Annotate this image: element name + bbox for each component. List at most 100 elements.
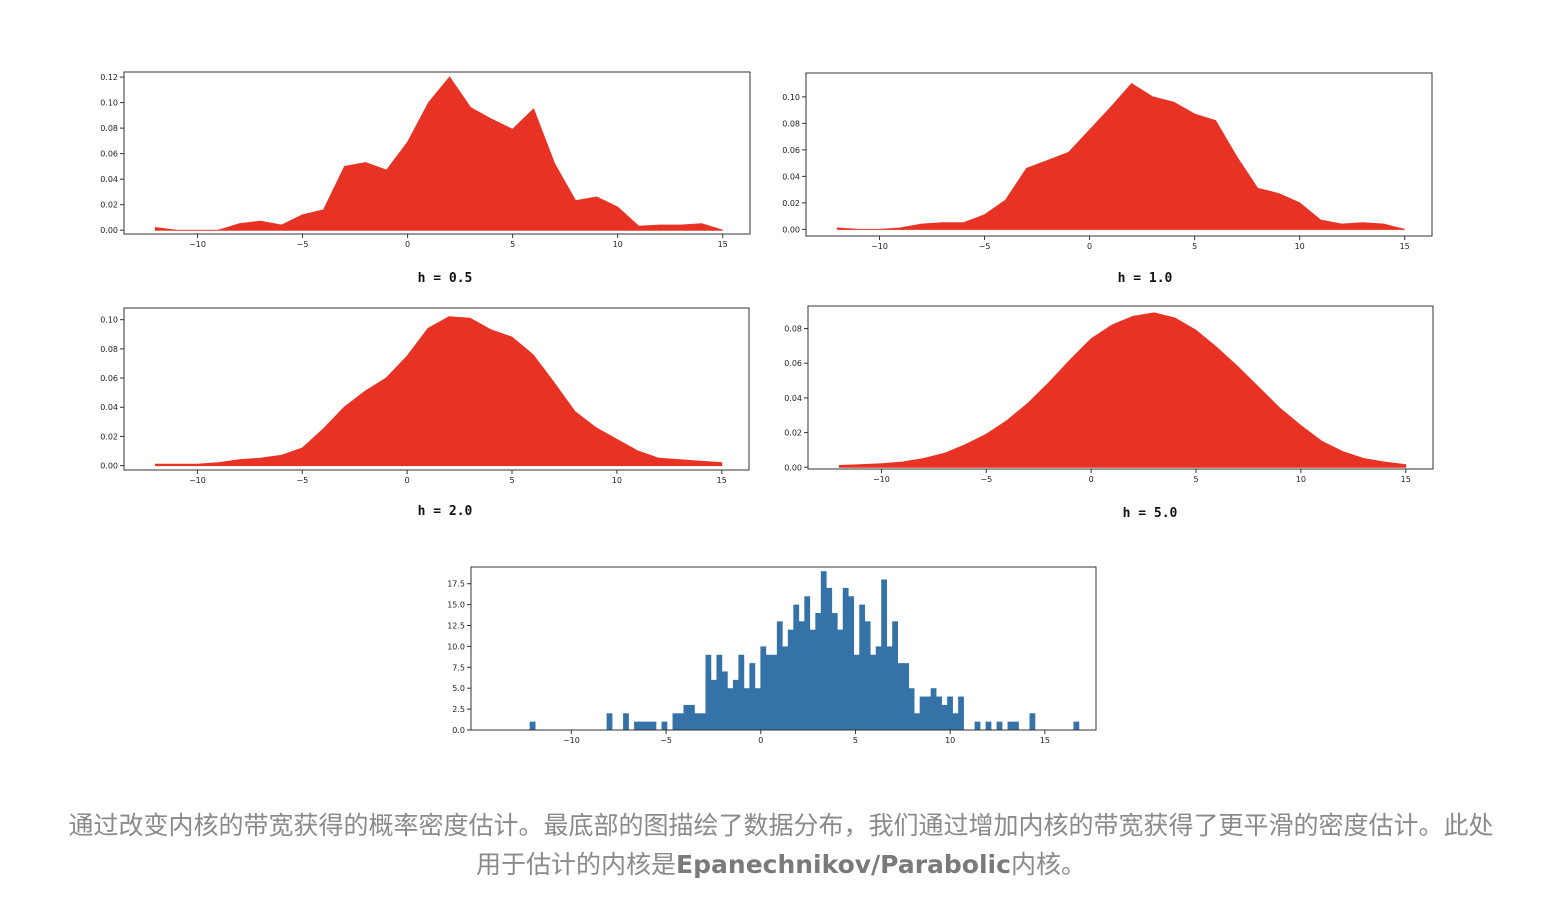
histogram-bar [716,654,723,730]
y-tick-label: 0.06 [100,374,118,383]
histogram-bar [886,646,893,730]
y-tick-label: 17.5 [447,580,465,589]
histogram-bar [853,654,860,730]
histogram-bar [529,721,536,730]
x-tick-label: −10 [563,736,580,745]
y-tick-label: 0.06 [784,359,802,368]
histogram-bar [903,663,909,730]
x-tick-label: −10 [871,242,888,251]
panel-title: h = 0.5 [418,271,473,286]
y-tick-label: 15.0 [447,601,465,610]
histogram-bar [952,713,959,730]
histogram-bar [820,571,827,730]
y-tick-label: 2.5 [452,705,465,714]
axes-frame [123,71,751,235]
histogram-bar [672,713,679,730]
x-tick-label: 0 [1089,475,1094,484]
histogram-bar [749,663,756,730]
histogram-bar [787,629,794,730]
density-area [155,316,723,467]
histogram-bar [892,621,898,730]
x-tick-label: −5 [980,475,992,484]
x-tick-label: 0 [405,476,410,485]
x-tick-label: 10 [613,240,623,249]
y-tick-label: 0.02 [100,201,118,210]
chart-panel-5: −10 −5 0 5 10 15 0.0 2.5 5.0 7.5 10.0 12.5 15.0 17.5 [447,566,1097,745]
y-tick-label: 0.04 [100,175,118,184]
y-tick-label: 5.0 [452,684,465,693]
histogram-bar [859,604,866,730]
x-tick-label: 15 [1400,242,1410,251]
histogram-bar [650,721,657,730]
histogram-bar [683,704,690,730]
histogram-bar [914,713,920,730]
histogram-bar [897,663,904,730]
y-tick-label: 0.02 [782,199,800,208]
histogram-bar [881,579,888,730]
histogram-bar [732,679,739,730]
histogram-bar [908,688,915,730]
histogram-bar [842,587,849,730]
chart-panel-1: −10 −5 0 5 10 15 0.00 0.02 0.04 0.06 0.08 0.10 0.12 h… [100,71,751,286]
y-tick-label: 0.0 [452,726,465,735]
chart-panel-4: −10 −5 0 5 10 15 0.00 0.02 0.04 0.06 0.08 h = 5.0 [784,305,1434,521]
y-tick-label: 10.0 [447,642,465,651]
x-tick-label: 5 [853,736,858,745]
histogram-bar [848,596,855,730]
x-tick-label: 0 [405,240,410,249]
y-tick-label: 0.00 [100,226,118,235]
histogram-bar [919,696,926,730]
histogram-bar [985,721,992,730]
x-tick-label: 0 [1087,242,1092,251]
x-tick-label: −10 [189,476,206,485]
histogram-bar [634,721,640,730]
y-tick-label: 0.04 [100,403,118,412]
x-tick-label: 5 [1192,242,1197,251]
histogram-bar [645,721,651,730]
x-tick-label: −5 [979,242,991,251]
x-tick-label: −5 [296,476,308,485]
histogram-bar [837,629,844,730]
x-tick-label: 15 [718,240,728,249]
x-tick-label: 10 [1295,242,1305,251]
x-tick-label: 10 [945,736,955,745]
axes-frame [807,305,1434,470]
x-tick-label: 5 [509,476,514,485]
y-tick-label: 0.06 [100,150,118,159]
histogram-bar [699,713,706,730]
y-tick-label: 0.08 [100,345,118,354]
histogram-bar [809,629,816,730]
y-tick-label: 0.12 [100,73,118,82]
figure-caption: 通过改变内核的带宽获得的概率密度估计。最底部的图描绘了数据分布，我们通过增加内核… [60,806,1502,884]
histogram-bar [721,671,728,730]
y-tick-label: 0.04 [784,394,802,403]
caption-kernel-name: Epanechnikov/Parabolic [676,850,1011,879]
y-tick-label: 0.08 [782,119,800,128]
y-tick-label: 7.5 [452,663,465,672]
histogram-bar [727,688,734,730]
caption-text-part2: 内核。 [1010,850,1086,879]
histogram-bar [1007,721,1014,730]
y-tick-label: 0.00 [784,463,802,472]
x-tick-label: −5 [297,240,309,249]
histogram-bar [864,621,871,730]
x-tick-label: 0 [758,736,763,745]
x-tick-label: 5 [1193,475,1198,484]
histogram-bar [705,654,712,730]
caption-text-part1: 通过改变内核的带宽获得的概率密度估计。最底部的图描绘了数据分布，我们通过增加内核… [68,811,1494,879]
y-tick-label: 0.08 [784,325,802,334]
y-tick-label: 0.02 [100,432,118,441]
x-tick-label: 10 [1296,475,1306,484]
histogram-bar [875,646,882,730]
histogram-bar [941,704,948,730]
y-tick-label: 0.02 [784,429,802,438]
histogram-bar [678,713,684,730]
histogram-bar [760,646,767,730]
histogram-bar [661,721,668,730]
histogram-bar [947,696,953,730]
panel-title: h = 1.0 [1118,271,1173,286]
histogram-bar [776,621,783,730]
x-tick-label: 10 [612,476,622,485]
panel-title: h = 5.0 [1123,506,1178,521]
x-tick-label: −10 [189,240,206,249]
